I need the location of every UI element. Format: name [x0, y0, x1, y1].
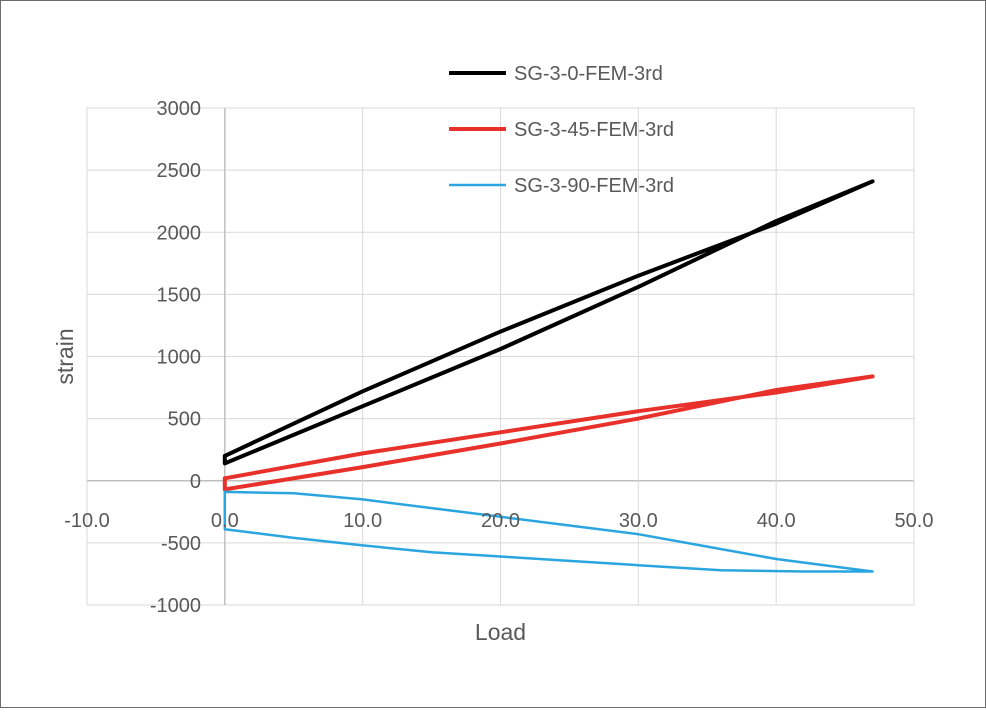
- y-axis-title: strain: [52, 328, 78, 384]
- legend-item: SG-3-45-FEM-3rd: [449, 119, 674, 141]
- x-tick-label: 30.0: [619, 510, 658, 532]
- x-tick-label: 0.0: [211, 510, 239, 532]
- x-tick-label: 10.0: [343, 510, 382, 532]
- y-tick-label: -500: [161, 533, 201, 555]
- y-tick-label: 500: [168, 409, 201, 431]
- legend: SG-3-0-FEM-3rd SG-3-45-FEM-3rd SG-3-90-FEM…: [449, 63, 674, 197]
- x-tick-label: -10.0: [64, 510, 110, 532]
- y-tick-label: 0: [190, 471, 201, 493]
- y-tick-label: -1000: [150, 595, 201, 617]
- x-tick-label: 40.0: [757, 510, 796, 532]
- y-tick-label: 2000: [157, 222, 202, 244]
- legend-item: SG-3-90-FEM-3rd: [449, 175, 674, 197]
- grid-lines: [86, 107, 915, 606]
- series-line-SG-3-45-FEM-3rd: [222, 374, 875, 492]
- tick-labels: 3000 2500 2000 1500 1000 500 0 -500 -1000 -10.0 0.…: [64, 98, 933, 617]
- legend-label: SG-3-90-FEM-3rd: [514, 175, 674, 197]
- x-tick-label: 50.0: [895, 510, 934, 532]
- series-line-SG-3-90-FEM-3rd: [223, 490, 874, 573]
- legend-label: SG-3-0-FEM-3rd: [514, 63, 663, 85]
- series-line-SG-3-0-FEM-3rd: [222, 179, 875, 466]
- y-tick-label: 1000: [157, 347, 202, 369]
- legend-label: SG-3-45-FEM-3rd: [514, 119, 674, 141]
- x-axis-title: Load: [475, 619, 526, 645]
- y-tick-label: 3000: [157, 98, 202, 120]
- series-lines: [222, 179, 875, 573]
- y-tick-label: 2500: [157, 160, 202, 182]
- legend-item: SG-3-0-FEM-3rd: [449, 63, 663, 85]
- x-tick-label: 20.0: [481, 510, 520, 532]
- y-tick-label: 1500: [157, 284, 202, 306]
